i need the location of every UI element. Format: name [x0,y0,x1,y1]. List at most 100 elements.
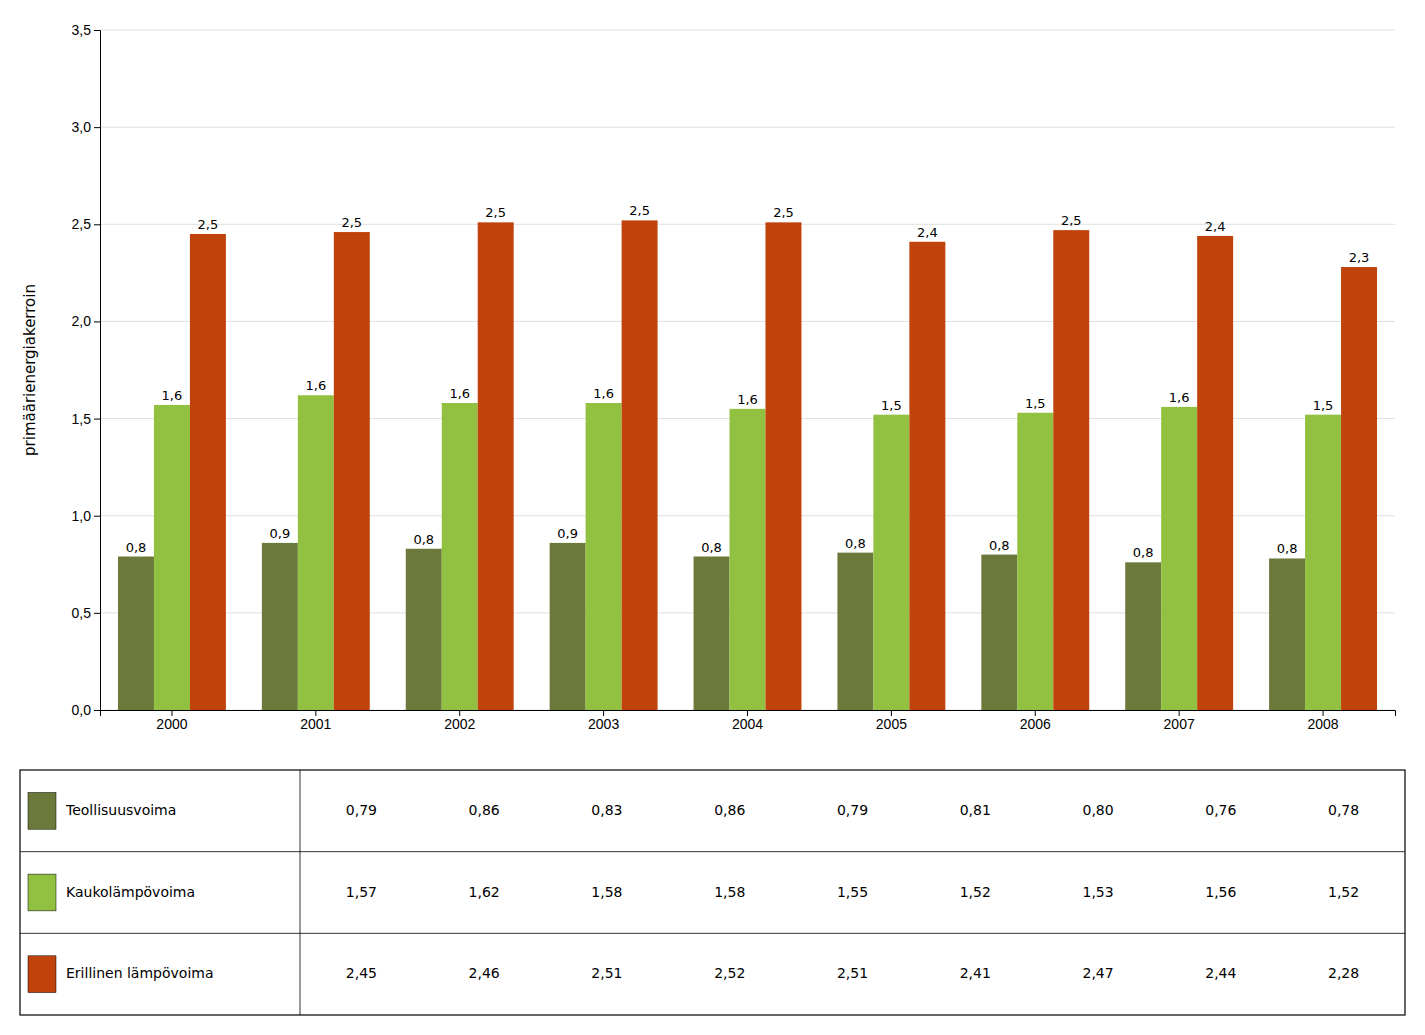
table-cell: 2,44 [1205,965,1236,981]
table-cell: 0,76 [1205,802,1236,818]
tick-label: 1,0 [72,508,92,524]
tick-label: 2001 [300,716,331,732]
tick: 2001 [300,710,331,732]
data-label: 1,6 [305,378,326,393]
data-label: 0,8 [989,538,1010,553]
table-cell: 0,79 [837,802,868,818]
legend-swatch [28,956,56,993]
tick: 1,0 [72,508,100,524]
tick: 3,5 [72,22,100,38]
y-axis-title: primäärienergiakerroin [21,284,39,456]
bar [586,403,622,710]
table: Teollisuusvoima0,790,860,830,860,790,810… [20,770,1405,1015]
tick-label: 0,0 [72,702,92,718]
tick-label: 2005 [876,716,907,732]
tick: 2003 [588,710,619,732]
bar [154,405,190,710]
grid [100,30,1395,710]
tick-label: 2003 [588,716,619,732]
tick-label: 0,5 [72,605,92,621]
data-label: 2,4 [1205,219,1226,234]
data-label: 2,5 [629,203,650,218]
table-cell: 0,78 [1328,802,1359,818]
bar [981,555,1017,710]
table-cell: 2,46 [469,965,500,981]
data-label: 1,6 [593,386,614,401]
table-row-line [20,851,1405,852]
table-cell: 2,52 [714,965,745,981]
data-label: 2,5 [341,215,362,230]
table-cell: 1,62 [469,884,500,900]
bar-series [154,395,1341,710]
data-labels: 0,80,90,80,90,80,80,80,80,81,61,61,61,61… [126,203,1370,560]
data-label: 0,8 [1277,541,1298,556]
table-cell: 1,56 [1205,884,1236,900]
tick-label: 2000 [156,716,187,732]
data-label: 0,8 [1133,545,1154,560]
tick: 2005 [876,710,907,732]
bar [262,543,298,710]
tick: 2,0 [72,313,100,329]
bars [118,220,1377,710]
tick-label: 2006 [1020,716,1051,732]
table-border [20,770,1405,1015]
table-cell: 2,51 [591,965,622,981]
data-label: 0,8 [701,540,722,555]
data-label: 2,5 [198,217,219,232]
data-label: 1,5 [1313,398,1334,413]
bar [118,557,154,710]
table-cell: 2,45 [346,965,377,981]
grid-line [100,224,1395,225]
bar [1017,413,1053,710]
tick-label: 1,5 [72,411,92,427]
bar [1053,230,1089,710]
bar [873,415,909,710]
tick-label: 2008 [1307,716,1338,732]
chart: 0,80,90,80,90,80,80,80,80,81,61,61,61,61… [0,0,1425,1035]
bar [1269,558,1305,710]
tick-mark [94,419,100,420]
tick-mark [94,127,100,128]
bar [1305,415,1341,710]
data-label: 1,6 [449,386,470,401]
tick-label: 2004 [732,716,763,732]
grid-line [100,30,1395,31]
tick: 2007 [1164,710,1195,732]
legend-swatch [28,792,56,829]
data-label: 2,5 [485,205,506,220]
bar [298,395,334,710]
tick-label: 2,5 [72,216,92,232]
tick-mark [94,516,100,517]
table-cell: 1,52 [960,884,991,900]
legend-label: Kaukolämpövoima [66,884,195,900]
data-label: 1,6 [162,388,183,403]
bar [1125,562,1161,710]
tick: 3,0 [72,119,100,135]
bar [334,232,370,710]
table-cell: 2,28 [1328,965,1359,981]
data-label: 2,5 [1061,213,1082,228]
tick: 2002 [444,710,475,732]
legend-label: Teollisuusvoima [65,802,176,818]
data-label: 0,9 [557,526,578,541]
tick: 0,0 [72,702,100,718]
data-label: 0,8 [126,540,147,555]
table-row-line [20,933,1405,934]
tick: 2,5 [72,216,100,232]
tick: 2008 [1307,710,1338,732]
bar [765,222,801,710]
table-cell: 2,47 [1082,965,1113,981]
data-label: 2,4 [917,225,938,240]
grid-line [100,127,1395,128]
bar [1341,267,1377,710]
table-cell: 1,52 [1328,884,1359,900]
tick-label: 3,5 [72,22,92,38]
bar [550,543,586,710]
bar [837,553,873,710]
tick-mark [94,321,100,322]
tick-mark [94,30,100,31]
tick-mark [94,710,100,711]
table-cell: 1,55 [837,884,868,900]
tick: 2006 [1020,710,1051,732]
table-cell: 2,51 [837,965,868,981]
